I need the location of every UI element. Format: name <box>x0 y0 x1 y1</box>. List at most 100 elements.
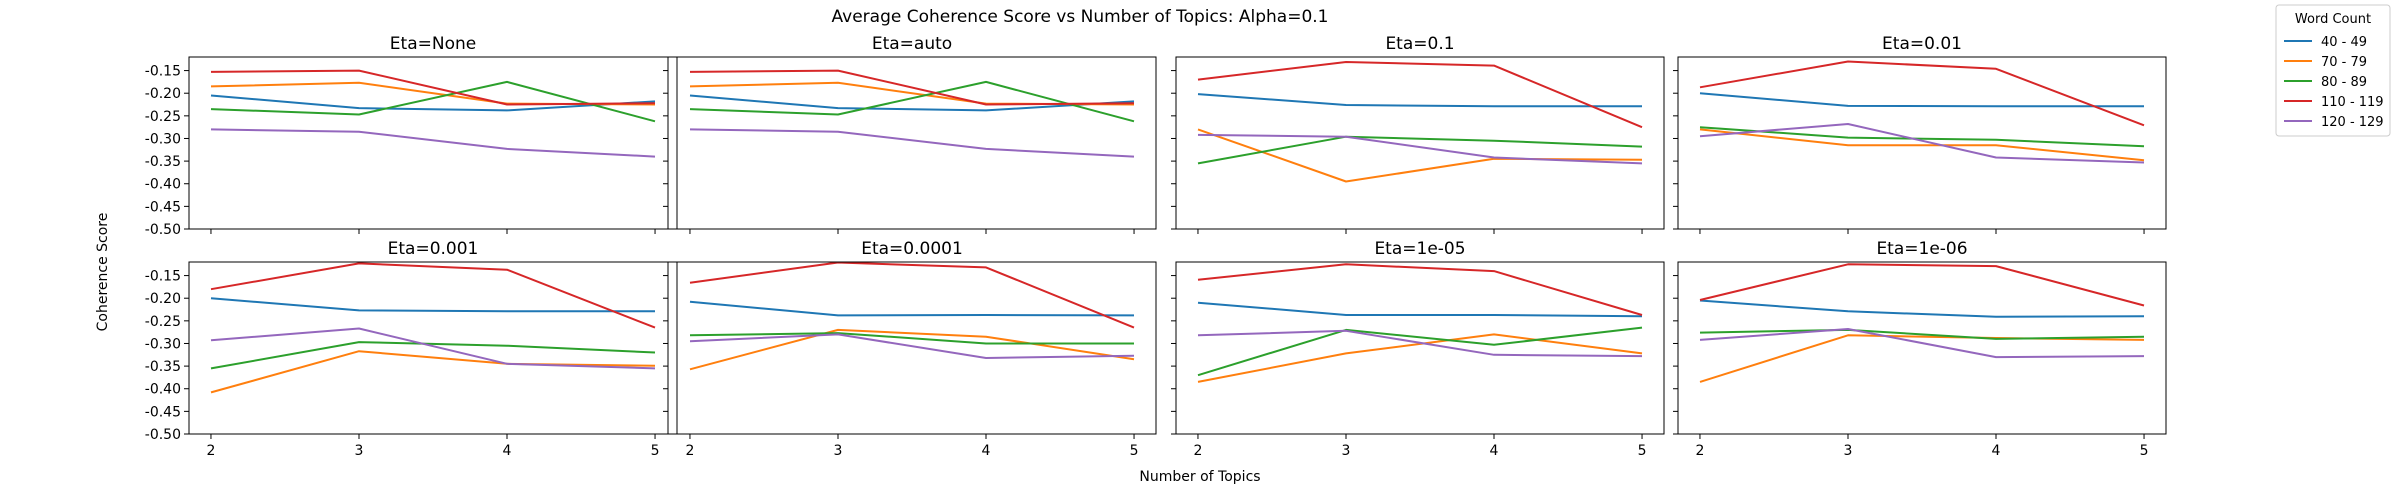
series-line-120-129 <box>1699 328 2145 359</box>
series-line-40-49 <box>689 94 1135 112</box>
series-line-120-129 <box>1197 329 1643 358</box>
y-tick-label: -0.45 <box>145 404 181 420</box>
series-line-110-119 <box>1197 263 1643 316</box>
subplot-title: Eta=None <box>390 34 476 54</box>
series-line-40-49 <box>689 300 1135 317</box>
x-tick-label: 4 <box>1992 443 2001 459</box>
subplot-panel: Eta=0.01 <box>1673 34 2167 234</box>
series-line-80-89 <box>689 332 1134 345</box>
series-line-70-79 <box>1197 333 1643 383</box>
x-tick-label: 3 <box>1844 443 1853 459</box>
series-line-120-129 <box>1197 133 1643 165</box>
series-line-120-129 <box>210 128 656 158</box>
y-tick-label: -0.30 <box>145 336 181 352</box>
legend-label: 70 - 79 <box>2321 55 2367 70</box>
legend-label: 120 - 129 <box>2321 115 2384 130</box>
x-tick-label: 5 <box>2140 443 2149 459</box>
y-tick-label: -0.25 <box>145 314 181 330</box>
series-line-110-119 <box>1197 61 1643 129</box>
series-line-40-49 <box>1197 93 1642 108</box>
series-line-80-89 <box>210 341 656 370</box>
axes-frame <box>188 56 678 230</box>
y-tick-label: -0.35 <box>145 154 181 170</box>
series-line-80-89 <box>689 80 1135 123</box>
series-line-80-89 <box>210 80 656 123</box>
y-tick-label: -0.45 <box>145 199 181 215</box>
subplot-title: Eta=0.0001 <box>861 239 963 259</box>
series-line-70-79 <box>210 350 656 394</box>
series-line-70-79 <box>1699 334 2145 383</box>
series-line-120-129 <box>689 128 1135 158</box>
y-tick-label: -0.15 <box>145 64 181 80</box>
axes-frame <box>1175 56 1665 230</box>
y-tick-label: -0.40 <box>145 382 181 398</box>
axes-frame <box>667 261 1157 435</box>
series-line-110-119 <box>210 69 656 106</box>
x-tick-label: 4 <box>503 443 512 459</box>
series-line-70-79 <box>689 328 1135 371</box>
series-line-40-49 <box>1699 92 2144 108</box>
x-tick-label: 2 <box>206 443 215 459</box>
x-tick-label: 5 <box>651 443 660 459</box>
series-line-120-129 <box>689 333 1135 359</box>
axes-frame <box>1175 261 1665 435</box>
y-tick-label: -0.25 <box>145 109 181 125</box>
x-axis-label: Number of Topics <box>1139 469 1260 485</box>
y-tick-label: -0.20 <box>145 86 181 102</box>
series-line-40-49 <box>1197 301 1643 318</box>
series-line-110-119 <box>689 69 1135 106</box>
subplot-panel: Eta=None -0.15 -0.20 -0.25 -0.30 -0.35 -0.40 -0… <box>145 34 678 238</box>
x-tick-label: 3 <box>834 443 843 459</box>
subplot-panel: Eta=1e-06 2 3 4 5 <box>1673 239 2167 459</box>
y-tick-label: -0.35 <box>145 359 181 375</box>
figure-title: Average Coherence Score vs Number of Top… <box>832 7 1329 27</box>
x-tick-label: 5 <box>1130 443 1139 459</box>
subplot-title: Eta=auto <box>872 34 952 54</box>
y-axis-label: Coherence Score <box>95 213 111 332</box>
series-line-120-129 <box>1699 123 2145 164</box>
series-line-40-49 <box>1699 299 2145 318</box>
series-line-80-89 <box>1699 328 2145 340</box>
series-line-40-49 <box>210 94 656 112</box>
series-line-80-89 <box>1197 135 1643 165</box>
subplot-panel: Eta=0.1 <box>1171 34 1665 234</box>
subplot-panel: Eta=0.001 2 3 4 5 -0.15 -0.20 -0.25 -0.30 -0.35 -0… <box>145 239 678 459</box>
subplot-panel: Eta=auto <box>663 34 1157 234</box>
subplot-panel: Eta=1e-05 2 3 4 5 <box>1171 239 1665 459</box>
x-tick-label: 3 <box>1342 443 1351 459</box>
y-tick-label: -0.40 <box>145 177 181 193</box>
x-tick-label: 2 <box>1695 443 1704 459</box>
y-tick-label: -0.15 <box>145 269 181 285</box>
subplot-title: Eta=0.001 <box>388 239 479 259</box>
subplot-title: Eta=1e-05 <box>1374 239 1465 259</box>
series-line-110-119 <box>1699 60 2145 127</box>
series-line-110-119 <box>210 262 656 329</box>
x-tick-label: 2 <box>1193 443 1202 459</box>
legend-label: 80 - 89 <box>2321 75 2367 90</box>
x-tick-label: 5 <box>1638 443 1647 459</box>
legend-box <box>2275 4 2391 137</box>
subplot-title: Eta=0.1 <box>1385 34 1454 54</box>
axes-frame <box>188 261 678 435</box>
axes-frame <box>1677 261 2167 435</box>
y-tick-label: -0.20 <box>145 291 181 307</box>
series-line-80-89 <box>1699 126 2145 148</box>
y-tick-label: -0.50 <box>145 222 181 238</box>
series-line-80-89 <box>1197 326 1643 377</box>
series-line-40-49 <box>210 297 655 313</box>
series-line-110-119 <box>1699 263 2145 307</box>
y-tick-label: -0.30 <box>145 131 181 147</box>
legend-label: 110 - 119 <box>2321 95 2384 110</box>
subplot-title: Eta=0.01 <box>1882 34 1962 54</box>
subplot-grid: Eta=None -0.15 -0.20 -0.25 -0.30 -0.35 -0.40 -0… <box>145 34 2167 459</box>
subplot-title: Eta=1e-06 <box>1876 239 1967 259</box>
legend-label: 40 - 49 <box>2321 35 2367 50</box>
legend: Word Count 40 - 49 70 - 79 80 - 89 110 - 119… <box>2275 4 2391 137</box>
x-tick-label: 2 <box>685 443 694 459</box>
axes-frame <box>1677 56 2167 230</box>
legend-title: Word Count <box>2295 12 2371 27</box>
subplot-panel: Eta=0.0001 2 3 4 5 <box>663 239 1157 459</box>
series-line-70-79 <box>1699 128 2145 162</box>
y-tick-label: -0.50 <box>145 427 181 443</box>
